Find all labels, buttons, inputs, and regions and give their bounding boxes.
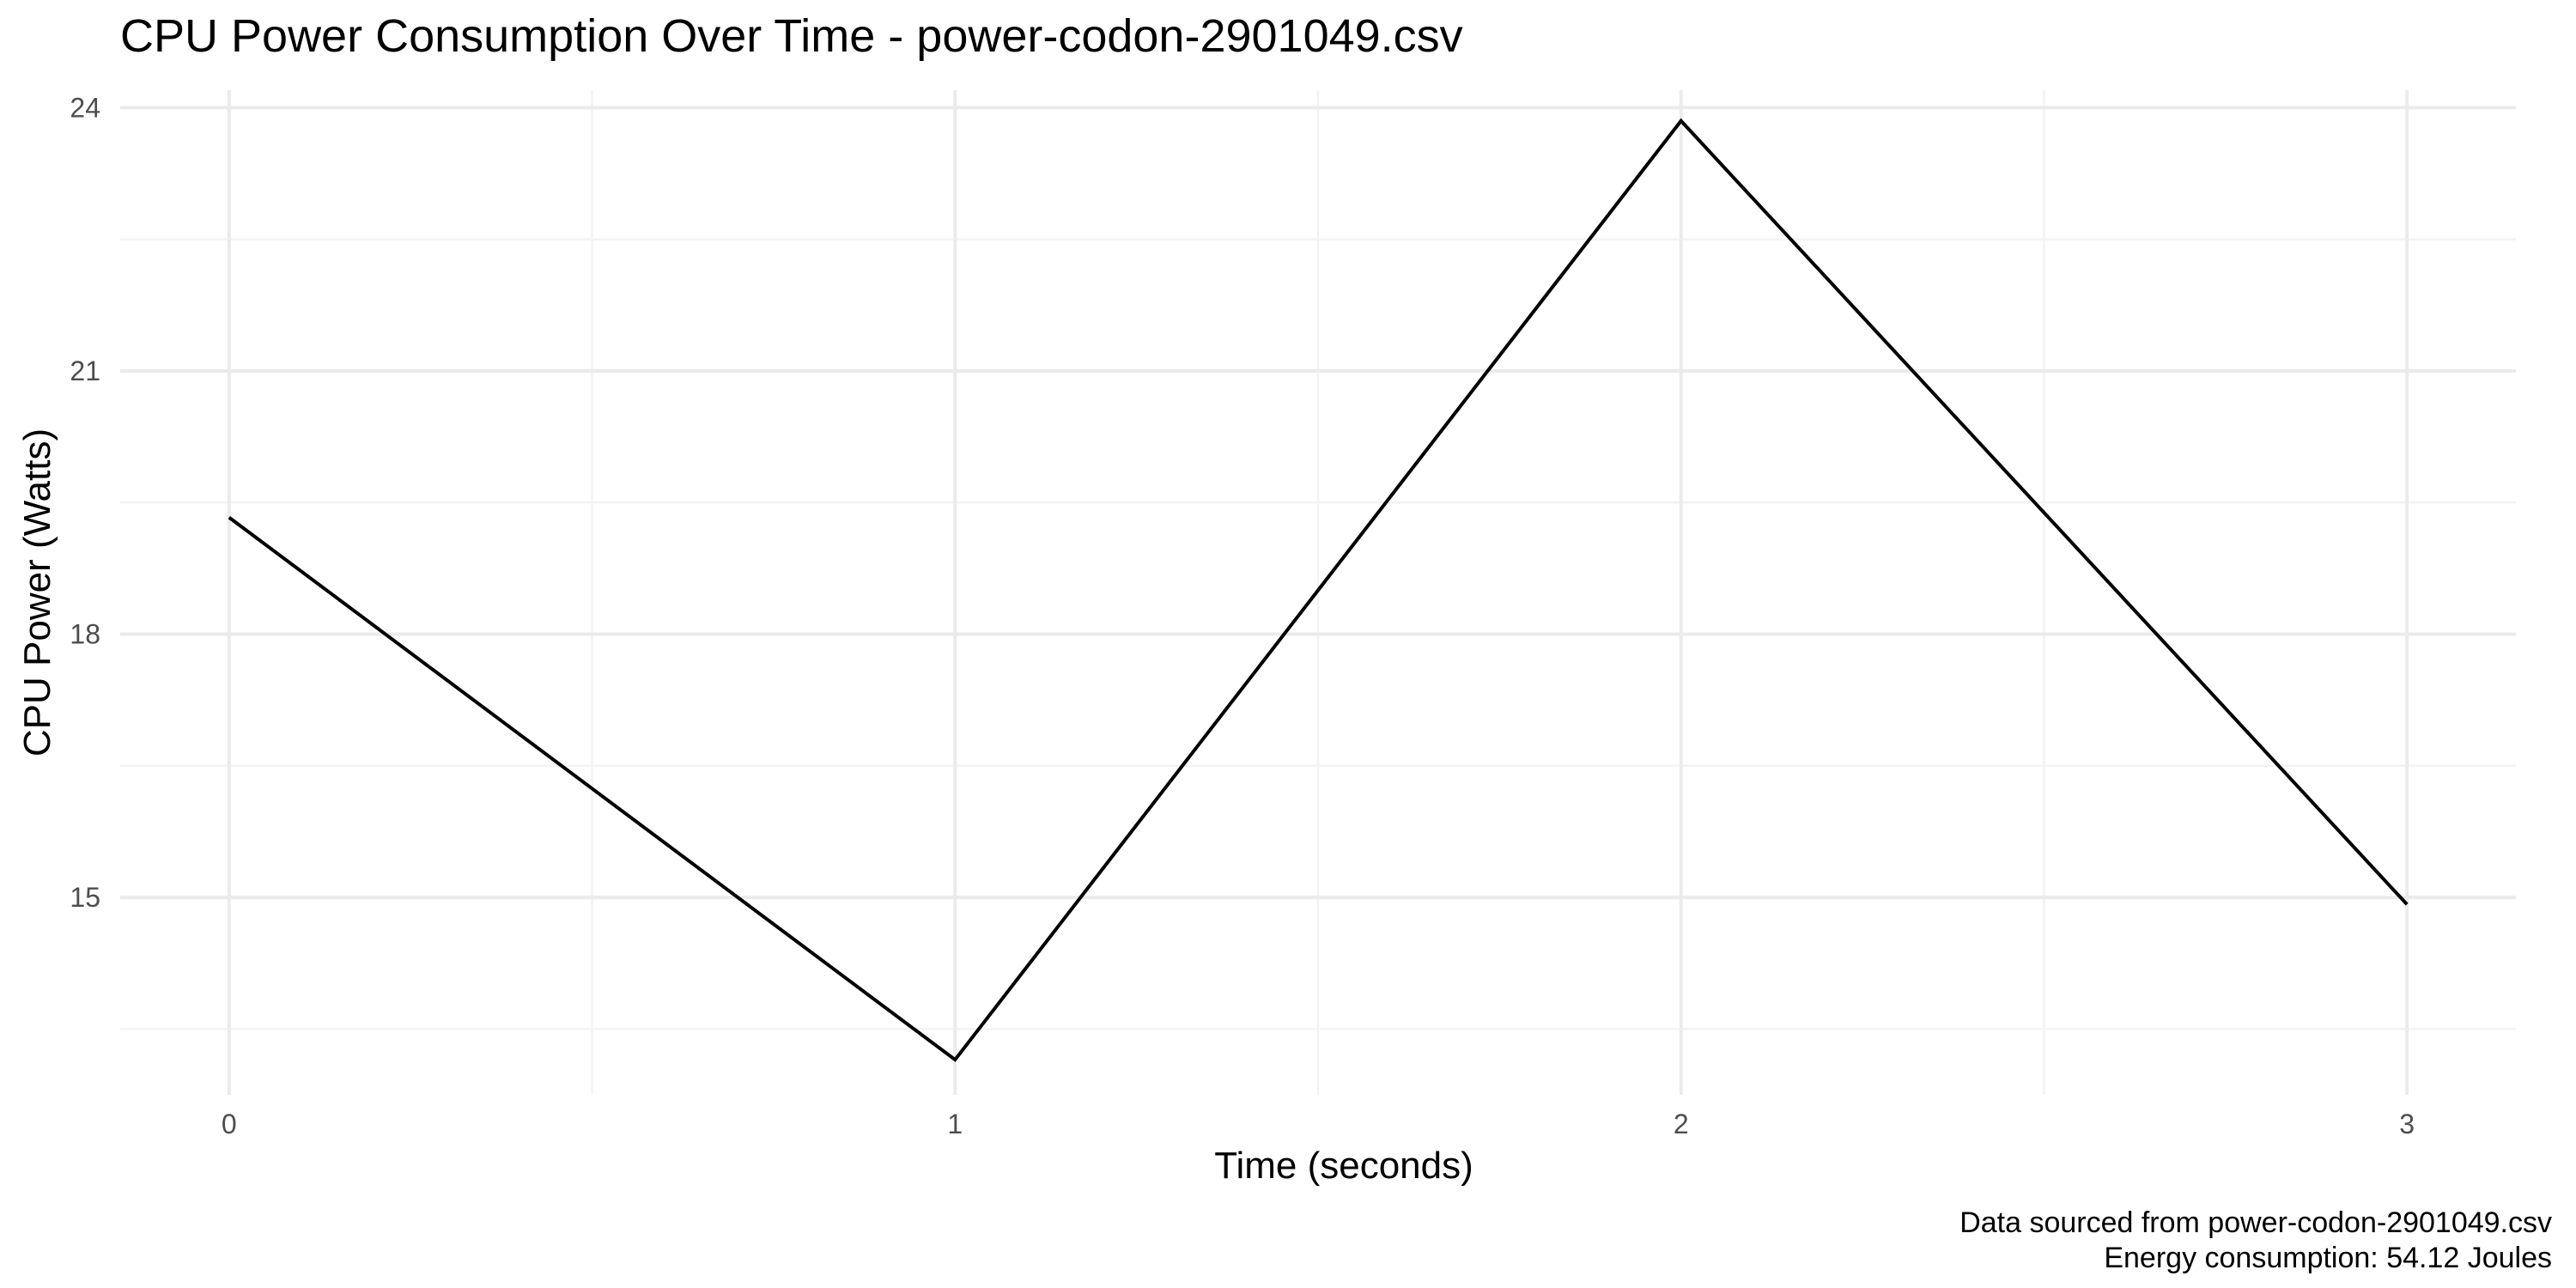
y-tick-label: 18	[70, 619, 100, 650]
chart-title: CPU Power Consumption Over Time - power-…	[120, 10, 1463, 62]
y-tick-label: 24	[70, 92, 100, 123]
caption-source: Data sourced from power-codon-2901049.cs…	[1959, 1206, 2552, 1239]
caption-energy: Energy consumption: 54.12 Joules	[2104, 1242, 2552, 1274]
y-axis-tick-labels: 15 18 21 24	[70, 92, 100, 913]
x-tick-label: 0	[222, 1109, 237, 1139]
series-layer	[228, 118, 2409, 1062]
major-gridlines	[120, 90, 2516, 1095]
y-tick-label: 21	[70, 355, 100, 386]
x-axis-tick-labels: 0 1 2 3	[222, 1109, 2415, 1139]
x-tick-label: 1	[947, 1109, 963, 1139]
x-tick-label: 2	[1674, 1109, 1689, 1139]
x-tick-label: 3	[2399, 1109, 2415, 1139]
x-axis-title: Time (seconds)	[1214, 1145, 1473, 1187]
minor-gridlines	[120, 90, 2516, 1095]
y-axis-title: CPU Power (Watts)	[16, 428, 58, 756]
series-line-0	[228, 118, 2409, 1062]
y-tick-label: 15	[70, 882, 100, 913]
